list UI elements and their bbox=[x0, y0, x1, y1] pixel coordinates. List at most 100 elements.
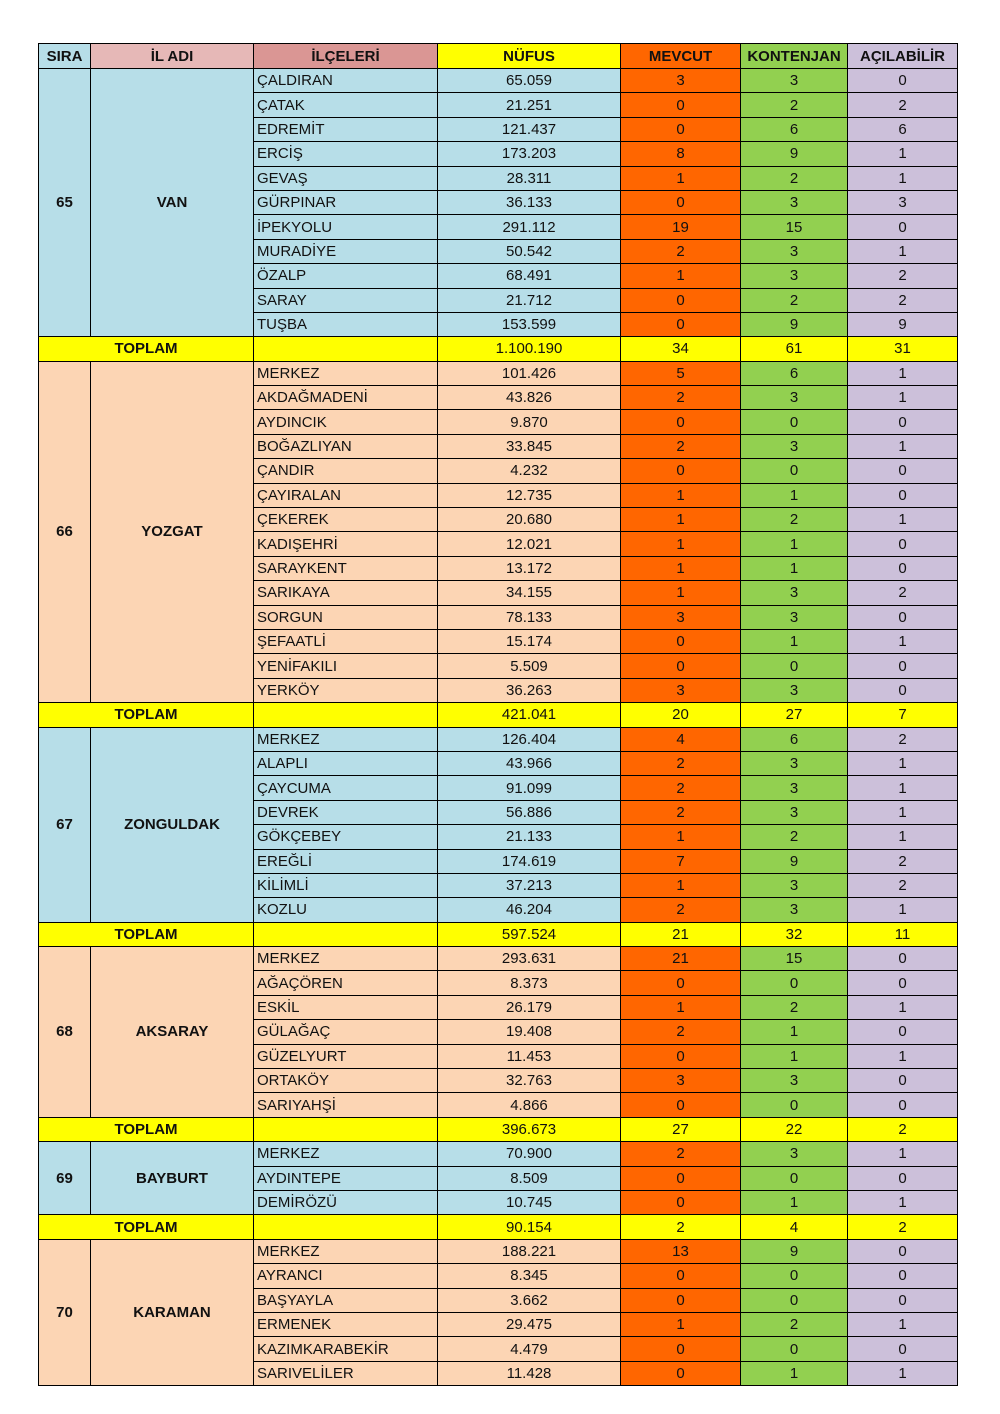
district-row: 69 BAYBURT MERKEZ 70.900 2 3 1 bbox=[38, 1141, 958, 1216]
total-quota: 61 bbox=[740, 336, 848, 362]
total-openable: 11 bbox=[847, 921, 958, 948]
openable: 2 bbox=[847, 726, 958, 752]
quota: 0 bbox=[740, 1092, 848, 1118]
openable: 1 bbox=[847, 1189, 958, 1216]
district-row: SARIVELİLER 11.428 0 1 1 bbox=[39, 1360, 958, 1387]
current: 13 bbox=[620, 1238, 741, 1265]
district-row: GEVAŞ 28.311 1 2 1 bbox=[39, 165, 958, 191]
current: 2 bbox=[620, 1141, 741, 1167]
population: 37.213 bbox=[437, 872, 621, 899]
current: 2 bbox=[620, 385, 741, 411]
quota: 0 bbox=[740, 1336, 848, 1362]
district: SARAY bbox=[253, 287, 438, 313]
district: SORGUN bbox=[253, 604, 438, 630]
openable: 0 bbox=[847, 555, 958, 582]
current: 4 bbox=[620, 726, 741, 752]
district-row: TUŞBA 153.599 0 9 9 bbox=[39, 311, 958, 338]
population: 21.712 bbox=[437, 287, 621, 313]
openable: 1 bbox=[847, 1043, 958, 1070]
quota: 3 bbox=[740, 677, 848, 704]
district: ORTAKÖY bbox=[253, 1068, 438, 1094]
current: 0 bbox=[620, 1263, 741, 1289]
openable: 1 bbox=[847, 897, 958, 923]
total-row: TOPLAM 1.100.190 34 61 31 bbox=[38, 336, 958, 362]
quota: 2 bbox=[740, 287, 848, 313]
total-population: 90.154 bbox=[437, 1214, 621, 1240]
quota: 9 bbox=[740, 141, 848, 167]
district: GÜRPINAR bbox=[253, 189, 438, 216]
total-current: 27 bbox=[620, 1116, 741, 1143]
openable: 1 bbox=[847, 799, 958, 826]
openable: 1 bbox=[847, 141, 958, 167]
current: 2 bbox=[620, 433, 741, 460]
quota: 3 bbox=[740, 189, 848, 216]
total-label: TOPLAM bbox=[38, 921, 254, 948]
openable: 0 bbox=[847, 677, 958, 704]
district-row: BOĞAZLIYAN 33.845 2 3 1 bbox=[39, 433, 958, 460]
current: 3 bbox=[620, 604, 741, 630]
openable: 0 bbox=[847, 1287, 958, 1313]
quota: 1 bbox=[740, 1360, 848, 1387]
district-row: AYDINTEPE 8.509 0 0 0 bbox=[39, 1165, 958, 1191]
population: 20.680 bbox=[437, 507, 621, 533]
population: 121.437 bbox=[437, 116, 621, 143]
quota: 1 bbox=[740, 1043, 848, 1070]
total-label: TOPLAM bbox=[38, 702, 254, 728]
current: 0 bbox=[620, 1043, 741, 1070]
district-row: SARAY 21.712 0 2 2 bbox=[39, 287, 958, 313]
population: 65.059 bbox=[437, 67, 621, 94]
openable: 1 bbox=[847, 994, 958, 1021]
district: AKDAĞMADENİ bbox=[253, 385, 438, 411]
district-row: AKDAĞMADENİ 43.826 2 3 1 bbox=[39, 385, 958, 411]
openable: 1 bbox=[847, 1141, 958, 1167]
current: 1 bbox=[620, 994, 741, 1021]
quota: 6 bbox=[740, 116, 848, 143]
openable: 3 bbox=[847, 189, 958, 216]
population: 46.204 bbox=[437, 897, 621, 923]
district: ÇATAK bbox=[253, 92, 438, 118]
district-row: AYRANCI 8.345 0 0 0 bbox=[39, 1263, 958, 1289]
total-openable: 7 bbox=[847, 702, 958, 728]
population: 9.870 bbox=[437, 409, 621, 435]
district-row: KADIŞEHRİ 12.021 1 1 0 bbox=[39, 531, 958, 557]
province: AKSARAY bbox=[90, 946, 254, 1118]
quota: 2 bbox=[740, 824, 848, 850]
quota: 1 bbox=[740, 555, 848, 582]
district: İPEKYOLU bbox=[253, 214, 438, 240]
quota: 6 bbox=[740, 726, 848, 752]
population: 12.021 bbox=[437, 531, 621, 557]
quota: 0 bbox=[740, 458, 848, 484]
district: ALAPLI bbox=[253, 750, 438, 777]
district: ERCİŞ bbox=[253, 141, 438, 167]
district-row: İPEKYOLU 291.112 19 15 0 bbox=[39, 214, 958, 240]
population: 68.491 bbox=[437, 263, 621, 289]
empty-cell bbox=[253, 1214, 438, 1240]
population: 4.866 bbox=[437, 1092, 621, 1118]
current: 0 bbox=[620, 458, 741, 484]
district: ÇEKEREK bbox=[253, 507, 438, 533]
district-row: AYDINCIK 9.870 0 0 0 bbox=[39, 409, 958, 435]
population: 8.509 bbox=[437, 1165, 621, 1191]
district-row: EREĞLİ 174.619 7 9 2 bbox=[39, 848, 958, 874]
province: ZONGULDAK bbox=[90, 726, 254, 923]
current: 21 bbox=[620, 946, 741, 972]
current: 0 bbox=[620, 970, 741, 996]
district-row: ÇANDIR 4.232 0 0 0 bbox=[39, 458, 958, 484]
population: 4.479 bbox=[437, 1336, 621, 1362]
quota: 3 bbox=[740, 580, 848, 606]
total-population: 597.524 bbox=[437, 921, 621, 948]
column-header: İLÇELERİ bbox=[253, 43, 438, 69]
population: 21.251 bbox=[437, 92, 621, 118]
population: 56.886 bbox=[437, 799, 621, 826]
district-row: ÇATAK 21.251 0 2 2 bbox=[39, 92, 958, 118]
district: MURADİYE bbox=[253, 238, 438, 265]
openable: 0 bbox=[847, 1068, 958, 1094]
current: 1 bbox=[620, 1311, 741, 1338]
population: 8.373 bbox=[437, 970, 621, 996]
openable: 1 bbox=[847, 628, 958, 655]
current: 2 bbox=[620, 799, 741, 826]
current: 8 bbox=[620, 141, 741, 167]
total-label: TOPLAM bbox=[38, 1116, 254, 1143]
district: MERKEZ bbox=[253, 1141, 438, 1167]
district: AYRANCI bbox=[253, 1263, 438, 1289]
